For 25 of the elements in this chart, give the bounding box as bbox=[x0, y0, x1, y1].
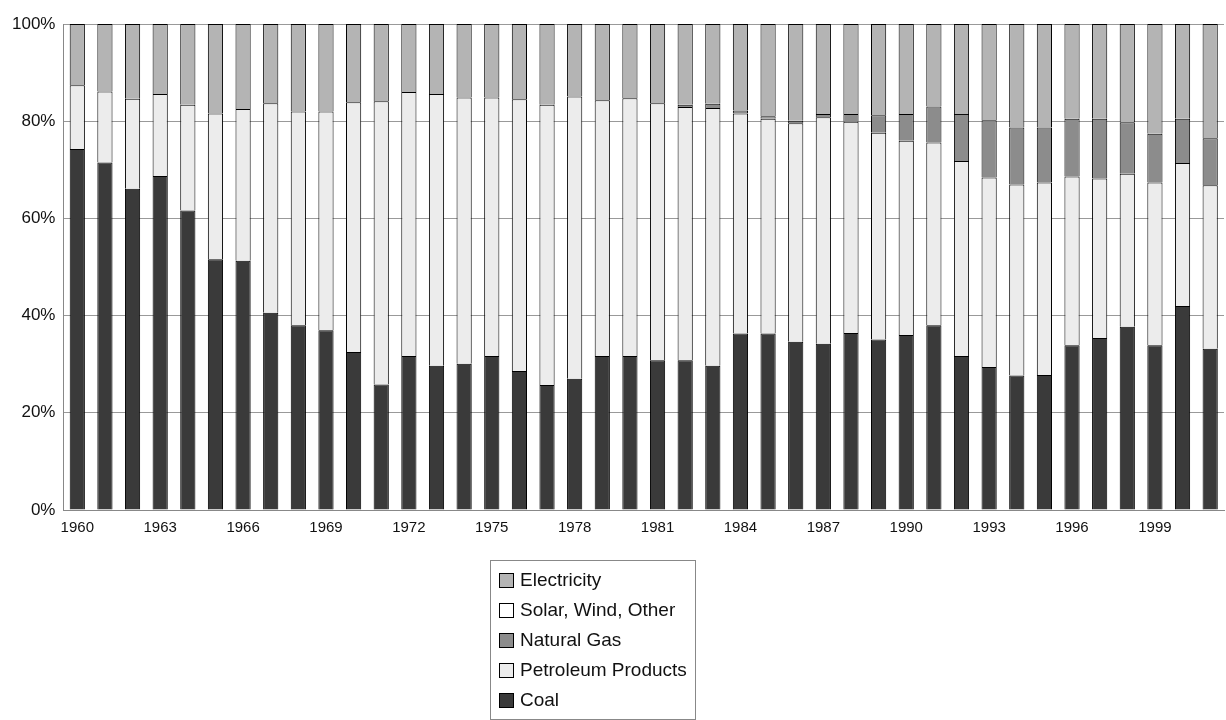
x-tick-label: 1984 bbox=[723, 518, 758, 536]
legend-label: Natural Gas bbox=[520, 628, 622, 652]
y-tick-label: 100% bbox=[12, 13, 56, 33]
x-tick-label: 1969 bbox=[309, 518, 343, 536]
legend-label: Coal bbox=[520, 688, 560, 712]
x-tick-label: 1975 bbox=[475, 518, 509, 536]
x-tick-label: 1990 bbox=[889, 518, 923, 536]
x-tick-label: 1966 bbox=[226, 518, 260, 536]
x-tick-label: 1960 bbox=[60, 518, 94, 536]
y-tick-label: 60% bbox=[21, 208, 56, 228]
y-tick-label: 40% bbox=[21, 305, 56, 325]
x-tick-label: 1999 bbox=[1138, 518, 1172, 536]
y-tick-label: 80% bbox=[21, 110, 56, 130]
legend-label: Electricity bbox=[520, 568, 602, 592]
legend-label: Petroleum Products bbox=[520, 658, 687, 682]
x-tick-label: 1993 bbox=[972, 518, 1006, 536]
legend-label: Solar, Wind, Other bbox=[520, 598, 676, 622]
y-tick-label: 20% bbox=[21, 402, 56, 422]
y-tick-label: 0% bbox=[30, 499, 56, 519]
x-tick-label: 1978 bbox=[557, 518, 592, 536]
x-tick-label: 1996 bbox=[1055, 518, 1089, 536]
x-tick-label: 1981 bbox=[640, 518, 675, 536]
x-tick-label: 1972 bbox=[392, 518, 426, 536]
x-tick-label: 1987 bbox=[806, 518, 841, 536]
x-tick-label: 1963 bbox=[143, 518, 177, 536]
